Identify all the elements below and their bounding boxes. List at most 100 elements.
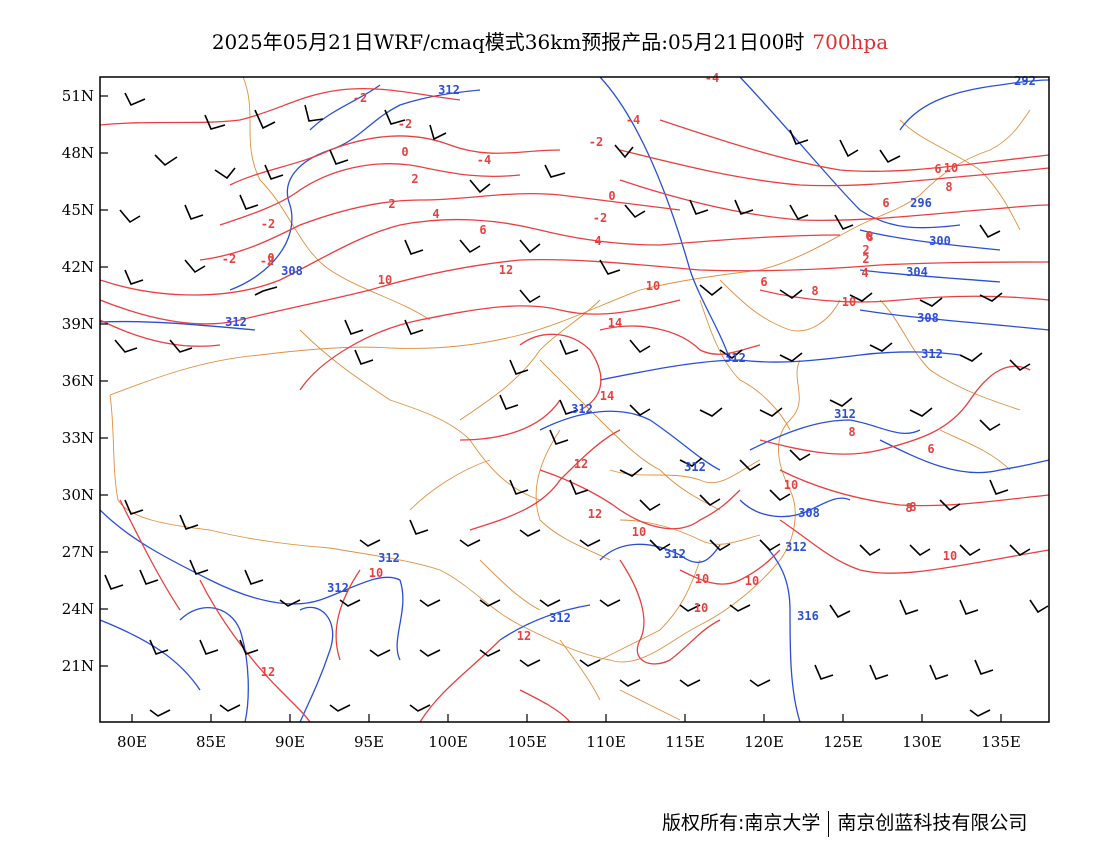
temperature-label: 2 [862,243,869,257]
temperature-label: 12 [499,263,513,277]
lon-tick-label: 85E [196,733,226,751]
lon-tick-label: 130E [902,733,942,751]
copyright-right: 南京创蓝科技有限公司 [837,812,1028,834]
temperature-label: 6 [760,275,767,289]
temperature-label: 10 [632,525,646,539]
lon-tick-label: 110E [586,733,626,751]
temperature-label: 0 [608,189,615,203]
temperature-label: 14 [600,389,614,403]
temperature-label: 10 [842,295,856,309]
height-label: 308 [798,506,820,520]
lat-tick-label: 48N [62,144,94,162]
temperature-label: -2 [222,252,236,266]
height-label: 308 [281,264,303,278]
temperature-label: 8 [848,425,855,439]
temperature-label: 12 [574,457,588,471]
lon-tick-label: 105E [507,733,547,751]
temperature-label: 10 [378,273,392,287]
footer-separator [828,810,830,837]
height-contours [100,77,1049,722]
height-label: 316 [797,609,819,623]
temperature-label: 10 [695,572,709,586]
temperature-label: -2 [589,135,603,149]
contour-labels: 312 292 296 300 304 308 312 312 312 312 312 312 312 3… [222,71,1036,679]
pressure-level: 700hpa [812,30,889,54]
temperature-label: 4 [861,266,868,280]
boundary-lines [109,77,1031,721]
title-text: 2025年05月21日WRF/cmaq模式36km预报产品:05月21日00时 [211,30,805,54]
lat-tick-label: 27N [62,543,94,561]
temperature-label: 6 [934,162,941,176]
lon-tick-label: 120E [744,733,784,751]
temperature-label: 2 [862,252,869,266]
longitude-axis: 80E 85E 90E 95E 100E 105E 110E 115E 120E 125E 130E… [117,714,1021,751]
temperature-label: 10 [745,574,759,588]
lon-tick-label: 115E [665,733,705,751]
lat-tick-label: 39N [62,315,94,333]
temperature-label: -4 [477,153,491,167]
temperature-label: 2 [411,172,418,186]
temperature-label: -2 [260,254,274,268]
latitude-axis: 51N 48N 45N 42N 39N 36N 33N 30N 27N 24N 21N [62,87,108,675]
copyright-left: 版权所有:南京大学 [662,812,821,834]
lat-tick-label: 21N [62,657,94,675]
temperature-label: 12 [517,629,531,643]
temperature-label: 8 [905,501,912,515]
height-label: 312 [378,551,400,565]
lon-tick-label: 135E [981,733,1021,751]
wind-barbs [104,92,1049,717]
height-label: 292 [1014,74,1036,88]
temperature-label: 8 [866,230,873,244]
map-title: 2025年05月21日WRF/cmaq模式36km预报产品:05月21日00时 7… [0,26,1100,55]
height-label: 312 [921,347,943,361]
height-label: 312 [785,540,807,554]
temperature-label: 10 [646,279,660,293]
lon-tick-label: 95E [354,733,384,751]
temperature-label: 10 [784,478,798,492]
lat-tick-label: 24N [62,600,94,618]
copyright-footer: 版权所有:南京大学 南京创蓝科技有限公司 [662,808,1027,837]
temperature-label: 0 [401,145,408,159]
temperature-label: -4 [626,113,640,127]
temperature-label: -2 [398,117,412,131]
temperature-label: 10 [369,566,383,580]
temperature-label: -4 [705,71,719,85]
lat-tick-label: 45N [62,201,94,219]
temperature-label: 8 [909,500,916,514]
lon-tick-label: 125E [823,733,863,751]
temperature-label: 8 [945,180,952,194]
lon-tick-label: 80E [117,733,147,751]
height-label: 312 [684,460,706,474]
temperature-label: -2 [261,217,275,231]
lon-tick-label: 100E [428,733,468,751]
height-label: 308 [917,311,939,325]
height-label: 312 [834,407,856,421]
height-label: 312 [327,581,349,595]
lat-tick-label: 42N [62,258,94,276]
lat-tick-label: 33N [62,429,94,447]
plot-frame [99,76,1050,723]
temperature-label: 4 [594,234,601,248]
temperature-label: 0 [267,251,274,265]
temperature-label: 10 [944,161,958,175]
lon-tick-label: 90E [275,733,305,751]
temperature-label: 6 [927,442,934,456]
temperature-label: 10 [694,601,708,615]
height-label: 312 [724,351,746,365]
lat-tick-label: 30N [62,486,94,504]
temperature-label: -2 [593,211,607,225]
temperature-label: 4 [432,207,439,221]
temperature-label: 12 [588,507,602,521]
temperature-label: 14 [608,316,622,330]
height-label: 312 [225,315,247,329]
height-label: 312 [549,611,571,625]
height-label: 296 [910,196,932,210]
height-label: 312 [438,83,460,97]
height-label: 300 [929,234,951,248]
temperature-label: 10 [943,549,957,563]
temperature-label: 6 [882,196,889,210]
temperature-label: 12 [261,665,275,679]
temperature-label: -2 [353,91,367,105]
